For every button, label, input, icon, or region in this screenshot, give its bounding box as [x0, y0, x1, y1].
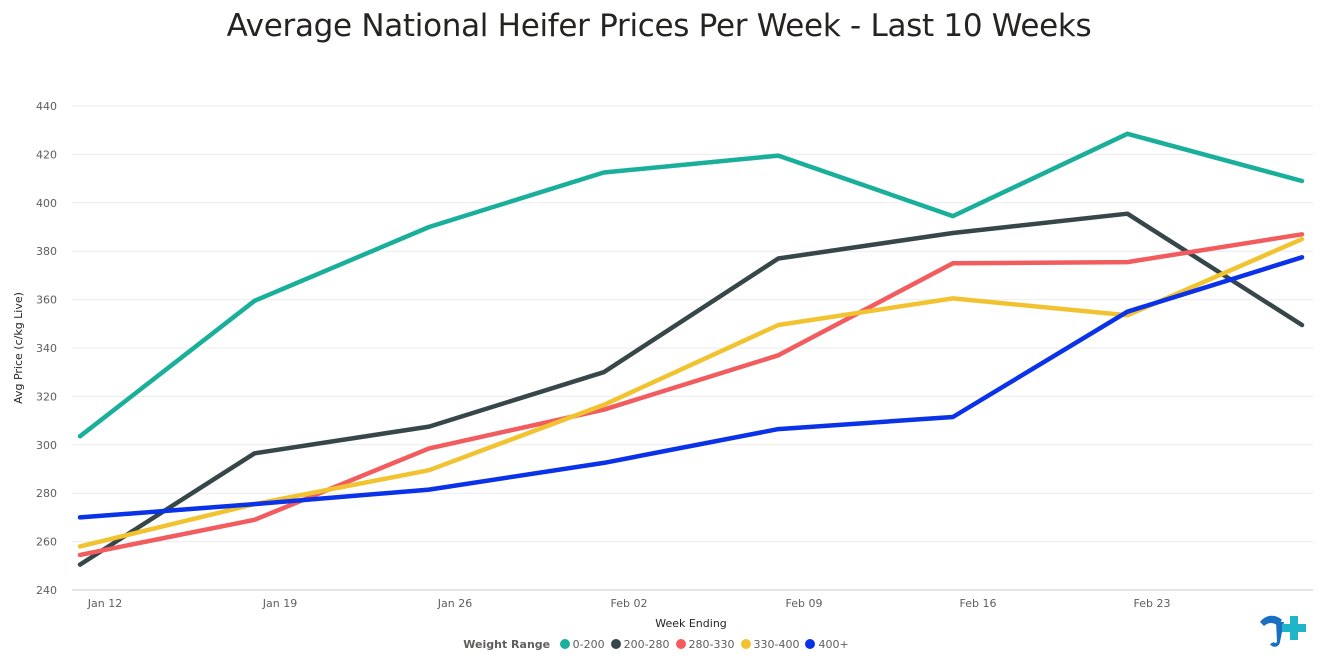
x-tick-label: Feb 16	[960, 597, 997, 610]
y-tick-label: 280	[36, 487, 57, 500]
legend-item-330-400[interactable]: 330-400	[740, 638, 800, 651]
series-lines	[77, 131, 1305, 567]
legend-label: 280-330	[688, 638, 735, 651]
series-line-280-330[interactable]	[77, 232, 1305, 558]
y-tick-label: 360	[36, 294, 57, 307]
x-tick-label: Jan 19	[262, 597, 297, 610]
legend-item-200-280[interactable]: 200-280	[610, 638, 670, 651]
legend-swatch	[559, 639, 570, 649]
legend-swatch	[805, 639, 816, 649]
legend: Weight Range 0-200 200-280 280-330 330-400 4…	[0, 638, 1318, 651]
legend-title: Weight Range	[463, 638, 551, 651]
x-tick-label: Jan 26	[437, 597, 472, 610]
gridlines	[72, 105, 1313, 591]
legend-item-400+[interactable]: 400+	[805, 638, 849, 651]
y-tick-label: 260	[36, 536, 57, 549]
y-tick-label: 420	[36, 148, 57, 161]
y-tick-label: 380	[36, 245, 57, 258]
x-tick-label: Feb 02	[611, 597, 648, 610]
legend-label: 400+	[818, 638, 849, 651]
legend-item-0-200[interactable]: 0-200	[559, 638, 605, 651]
y-tick-label: 340	[36, 342, 57, 355]
legend-label: 200-280	[623, 638, 670, 651]
y-tick-label: 300	[36, 439, 57, 452]
series-line-400+[interactable]	[77, 255, 1305, 520]
series-line-0-200[interactable]	[77, 131, 1305, 439]
x-tick-label: Feb 09	[786, 597, 823, 610]
series-line-330-400[interactable]	[77, 236, 1305, 549]
legend-label: 330-400	[753, 638, 800, 651]
y-tick-label: 320	[36, 390, 57, 403]
x-axis-ticks: Jan 12 Jan 19 Jan 26 Feb 02 Feb 09 Feb 16 Feb …	[87, 597, 1171, 610]
y-tick-label: 440	[36, 100, 57, 113]
legend-swatch	[610, 639, 621, 649]
x-tick-label: Feb 23	[1134, 597, 1171, 610]
y-tick-label: 240	[36, 584, 57, 597]
legend-label: 0-200	[572, 638, 605, 651]
legend-item-280-330[interactable]: 280-330	[675, 638, 735, 651]
brand-logo-icon	[1260, 615, 1306, 647]
series-line-200-280[interactable]	[77, 211, 1305, 567]
y-tick-label: 400	[36, 197, 57, 210]
chart-title: Average National Heifer Prices Per Week …	[226, 8, 1092, 44]
legend-swatch	[740, 639, 751, 649]
y-axis-ticks: 240 260 280 300 320 340 360 380 400 420 440	[36, 100, 57, 597]
y-axis-title: Avg Price (c/kg Live)	[12, 292, 25, 404]
legend-swatch	[675, 639, 686, 649]
x-tick-label: Jan 12	[87, 597, 122, 610]
x-axis-title: Week Ending	[655, 617, 727, 630]
